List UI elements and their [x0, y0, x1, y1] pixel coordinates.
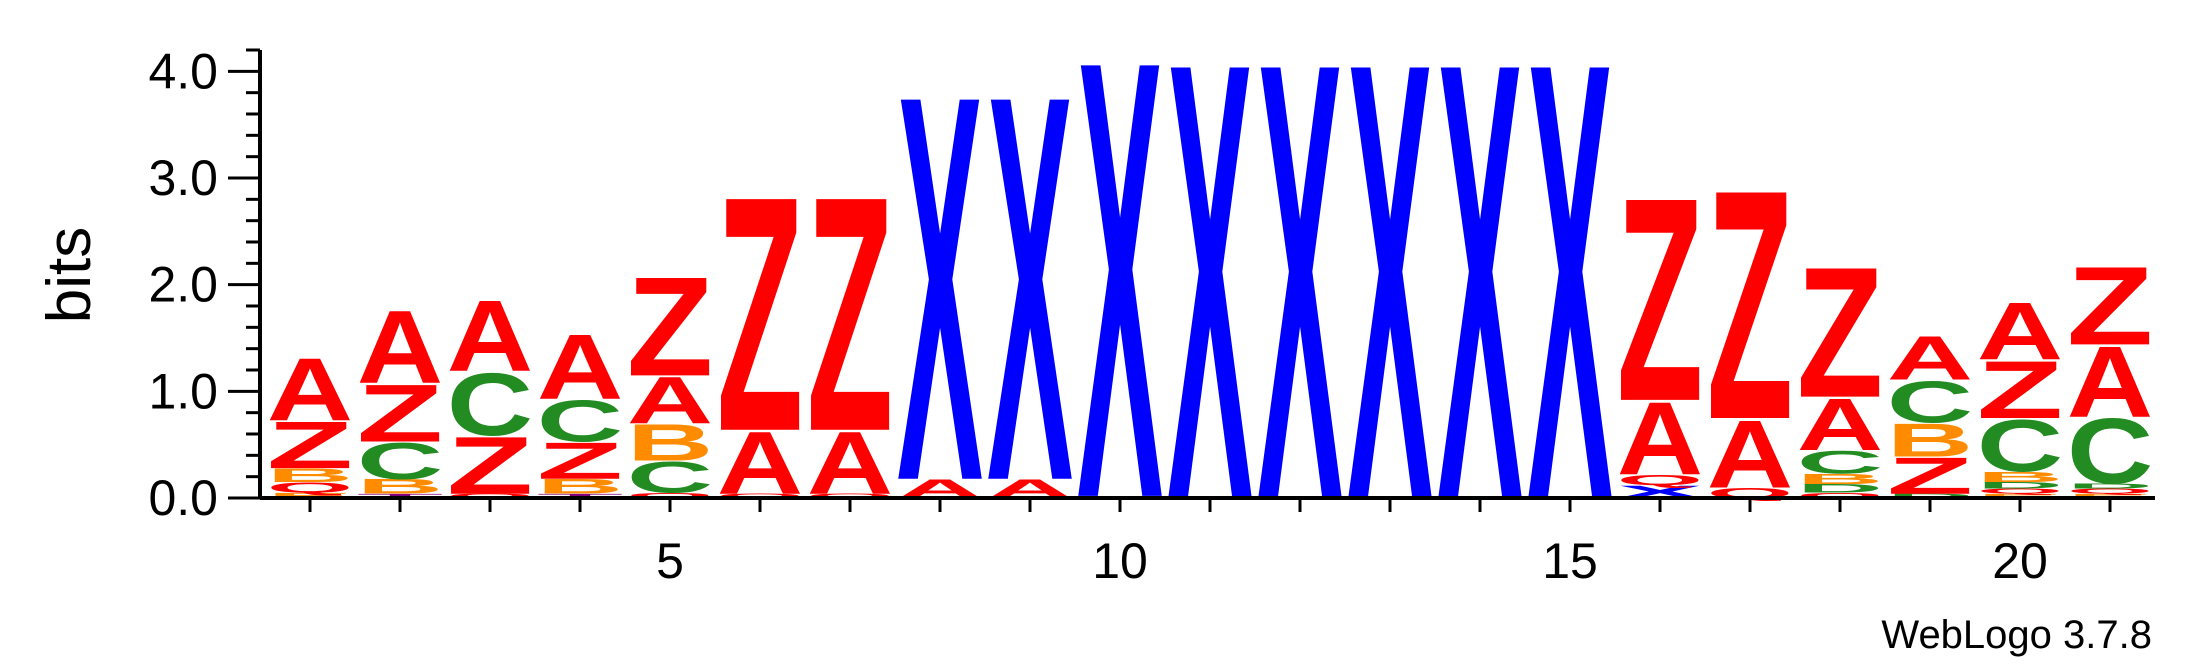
glyph-Z-pos21: Z: [2067, 244, 2153, 368]
glyph-E-pos1: E: [267, 491, 353, 499]
glyph-A-pos3: A: [447, 281, 533, 393]
glyph-A-pos4: A: [537, 315, 623, 419]
glyph-Q-pos18: Q: [1797, 491, 1883, 499]
glyph-D-pos21: D: [2067, 482, 2153, 490]
glyph-C-pos18: C: [1797, 444, 1883, 481]
glyph-D-pos18: D: [1797, 482, 1883, 495]
glyph-X-pos13: X: [1347, 0, 1433, 631]
x-tick-label: 5: [656, 533, 684, 589]
glyph-T-pos4: T: [537, 493, 623, 500]
glyph-Z-pos18: Z: [1797, 229, 1883, 437]
glyph-A-pos1: A: [267, 340, 353, 440]
glyph-Q-pos6: Q: [717, 493, 803, 500]
glyph-Q-pos21: Q: [2067, 487, 2153, 495]
glyph-Z-pos5: Z: [627, 247, 713, 405]
y-axis-label: bits: [35, 227, 104, 323]
glyph-A-pos16: A: [1617, 380, 1703, 497]
glyph-B-pos1: B: [267, 465, 353, 487]
glyph-Z-pos6: Z: [717, 126, 803, 501]
glyph-C-pos4: C: [537, 388, 623, 455]
glyph-X-pos12: X: [1257, 0, 1343, 631]
glyph-A-pos2: A: [357, 288, 443, 405]
axes: 0.0 1.0 2.0 3.0 4.0 5 10 15 20: [148, 43, 2155, 589]
glyph-Z-pos20: Z: [1977, 344, 2063, 435]
y-tick-label: 1.0: [148, 363, 218, 419]
glyph-Q-pos16: Q: [1617, 472, 1703, 489]
glyph-C-pos2: C: [357, 431, 443, 490]
glyph-Q-pos1: Q: [267, 479, 353, 496]
y-tick-label: 4.0: [148, 43, 218, 99]
credit-text: WebLogo 3.7.8: [1881, 613, 2152, 657]
glyph-B-pos18: B: [1797, 471, 1883, 488]
y-tick-label: 0.0: [148, 470, 218, 526]
glyph-T-pos2: T: [357, 493, 443, 500]
glyph-B-pos2: B: [357, 475, 443, 498]
glyph-Z-pos1: Z: [267, 408, 353, 482]
glyph-C-pos5: C: [627, 453, 713, 503]
glyph-B-pos5: B: [627, 413, 713, 472]
glyph-X-pos11: X: [1167, 0, 1253, 631]
glyph-X-pos10: X: [1077, 0, 1163, 629]
glyph-B-pos20: B: [1977, 469, 2063, 486]
glyph-C-pos19: C: [1887, 369, 1973, 436]
x-tick-label: 10: [1092, 533, 1148, 589]
glyph-E-pos21: E: [2067, 493, 2153, 500]
glyph-Z-pos19: Z: [1887, 447, 1973, 505]
glyph-C-pos20: C: [1977, 405, 2063, 488]
glyph-Z-pos4: Z: [537, 432, 623, 490]
glyph-C-pos3: C: [447, 355, 533, 455]
glyph-A-pos18: A: [1797, 383, 1883, 466]
glyph-C-pos21: C: [2067, 399, 2153, 503]
x-tick-label: 15: [1542, 533, 1598, 589]
glyph-Q-pos3: Q: [447, 493, 533, 500]
glyph-E-pos20: E: [1977, 493, 2063, 500]
glyph-D-pos19: D: [1887, 493, 1973, 500]
glyph-Q-pos20: Q: [1977, 487, 2063, 495]
glyph-Z-pos7: Z: [807, 126, 893, 501]
glyph-A-pos20: A: [1977, 285, 2063, 377]
glyph-Q-pos5: Q: [627, 491, 713, 499]
glyph-Q-pos7: Q: [807, 493, 893, 500]
glyph-A-pos5: A: [627, 362, 713, 437]
glyph-Z-pos17: Z: [1707, 122, 1793, 488]
glyph-Z-pos16: Z: [1617, 138, 1703, 462]
glyph-B-pos4: B: [537, 475, 623, 498]
x-tick-label: 20: [1992, 533, 2048, 589]
glyph-A-pos21: A: [2067, 326, 2153, 438]
glyph-Z-pos2: Z: [357, 368, 443, 459]
glyph-X-pos14: X: [1437, 0, 1523, 631]
y-tick-label: 2.0: [148, 257, 218, 313]
logo-glyphs: EQBZATBCZAQZCATBZCAQCBAZQAZQAZAXAXAXXXXX…: [267, 0, 2153, 631]
glyph-A-pos19: A: [1887, 324, 1973, 393]
glyph-A-pos17: A: [1707, 400, 1793, 509]
glyph-D-pos20: D: [1977, 480, 2063, 490]
glyph-X-pos15: X: [1527, 0, 1613, 631]
y-tick-label: 3.0: [148, 150, 218, 206]
glyph-B-pos19: B: [1887, 414, 1973, 467]
